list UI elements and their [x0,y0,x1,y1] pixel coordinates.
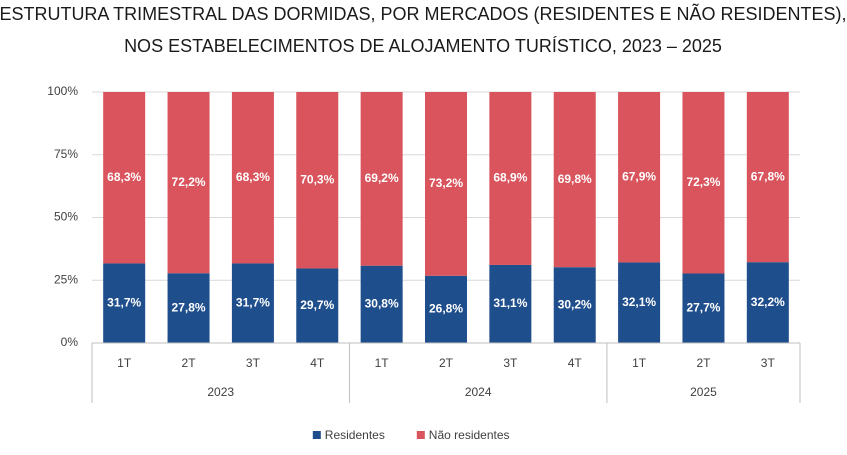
value-label: 68,3% [107,170,141,184]
y-tick-label: 25% [54,272,78,286]
bar-segment [360,92,403,266]
x-tick-label: 4T [310,356,325,370]
value-label: 26,8% [429,302,463,316]
legend-label: Residentes [325,428,385,442]
bar-segment [618,262,661,343]
bar-segment [682,273,725,343]
value-label: 69,2% [365,171,399,185]
y-tick-label: 0% [61,335,79,349]
value-label: 72,2% [172,175,206,189]
bar-segment [682,92,725,274]
y-tick-label: 100% [47,84,78,98]
bar-segment [489,92,532,265]
value-label: 67,8% [751,169,785,183]
chart-title: ESTRUTURA TRIMESTRAL DAS DORMIDAS, POR M… [0,3,847,24]
value-label: 30,8% [365,297,399,311]
value-label: 32,2% [751,295,785,309]
x-tick-label: 3T [761,356,776,370]
value-label: 68,9% [493,171,527,185]
value-label: 31,7% [107,295,141,309]
x-tick-label: 1T [375,356,390,370]
bar-segment [360,265,403,343]
x-tick-label: 3T [246,356,261,370]
x-tick-label: 2T [696,356,711,370]
bar-segment [746,262,789,343]
bar-segment [103,263,146,343]
bar-segment [425,92,467,276]
legend-label: Não residentes [429,428,510,442]
chart-subtitle: NOS ESTABELECIMENTOS DE ALOJAMENTO TURÍS… [124,36,722,56]
value-label: 68,3% [236,170,270,184]
y-tick-label: 75% [54,147,78,161]
value-label: 70,3% [300,172,334,186]
bar-segment [296,92,339,269]
value-label: 30,2% [558,297,592,311]
bar-segment [746,92,789,263]
value-label: 32,1% [622,295,656,309]
x-tick-label: 1T [632,356,647,370]
x-tick-label: 3T [503,356,518,370]
value-label: 73,2% [429,176,463,190]
bar-segment [553,267,596,343]
y-tick-label: 50% [54,210,78,224]
bar-segment [231,263,274,343]
bar-segment [553,92,596,268]
legend-swatch [416,431,425,439]
group-label: 2024 [465,385,492,399]
value-label: 72,3% [686,175,720,189]
bar-segment [425,275,467,343]
value-label: 31,1% [493,296,527,310]
bar-segment [296,268,339,343]
bar-segment [167,92,210,274]
bar-segment [618,92,661,263]
bar-segment [167,273,210,343]
value-label: 67,9% [622,169,656,183]
bar-segment [489,264,532,343]
x-tick-label: 4T [568,356,583,370]
bar-segment [231,92,274,264]
legend-swatch [312,431,321,439]
bar-segment [103,92,146,264]
x-tick-label: 2T [182,356,197,370]
value-label: 29,7% [300,298,334,312]
value-label: 31,7% [236,295,270,309]
x-tick-label: 2T [439,356,454,370]
value-label: 69,8% [558,172,592,186]
value-label: 27,8% [172,300,206,314]
value-label: 27,7% [686,300,720,314]
group-label: 2025 [690,385,717,399]
x-tick-label: 1T [117,356,132,370]
group-label: 2023 [207,385,234,399]
